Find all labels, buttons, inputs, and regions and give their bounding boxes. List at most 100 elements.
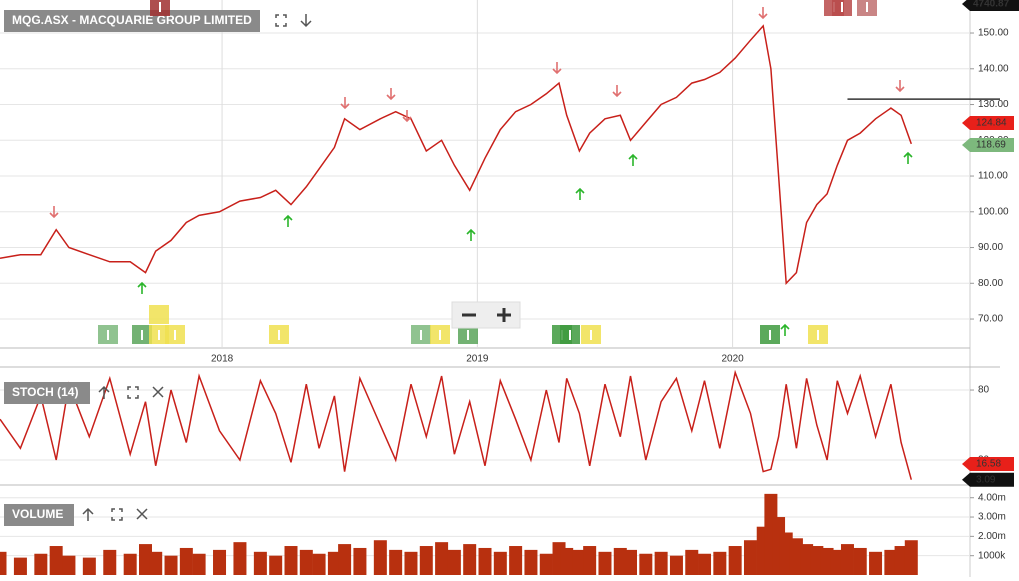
volume-bar <box>338 544 352 575</box>
maximize-button[interactable] <box>127 386 139 399</box>
close-button[interactable] <box>136 508 148 520</box>
volume-bar <box>478 547 492 575</box>
volume-bar <box>560 547 574 575</box>
signal-arrow <box>137 281 147 294</box>
volume-bar <box>713 551 727 575</box>
volume-bar <box>743 540 757 575</box>
volume-bar <box>353 547 367 575</box>
volume-bar <box>284 546 298 575</box>
y-tick-label: 150.00 <box>978 28 1009 39</box>
volume-bar <box>779 532 793 575</box>
volume-bar <box>49 546 63 575</box>
x-tick-label: 2018 <box>211 354 234 365</box>
volume-bar <box>840 544 854 575</box>
volume-bar <box>419 546 433 575</box>
volume-bar <box>800 544 814 575</box>
signal-arrow <box>552 62 562 75</box>
signal-arrow <box>575 187 585 200</box>
panel-header <box>4 382 90 404</box>
volume-bar <box>253 551 267 575</box>
signal-arrow <box>612 85 622 98</box>
volume-bar <box>0 551 7 575</box>
volume-bar <box>213 549 227 575</box>
volume-bar <box>447 549 461 575</box>
y-tick-label: 3.00m <box>978 512 1006 523</box>
y-tick-label: 140.00 <box>978 63 1009 74</box>
volume-bar <box>389 549 403 575</box>
zoom-controls <box>451 301 521 329</box>
index-tag <box>962 0 1019 11</box>
price-tag-label: 118.69 <box>976 140 1006 151</box>
volume-bar <box>894 546 908 575</box>
signal-arrow <box>628 153 638 166</box>
volume-bar <box>598 551 612 575</box>
y-tick-label: 2.00m <box>978 531 1006 542</box>
signal-arrow <box>780 323 790 336</box>
y-tick-label: 4.00m <box>978 492 1006 503</box>
signal-arrow <box>402 110 412 123</box>
y-tick-label: 80.00 <box>978 278 1003 289</box>
move-up-button[interactable] <box>98 385 110 399</box>
volume-bar <box>789 538 803 575</box>
volume-bar <box>639 553 653 575</box>
volume-bar <box>524 549 538 575</box>
volume-bar <box>830 549 844 575</box>
volume-bar <box>327 551 341 575</box>
event-marker[interactable] <box>149 305 169 324</box>
volume-bar <box>624 549 637 575</box>
download-button[interactable] <box>300 14 312 28</box>
volume-bar <box>13 557 27 575</box>
y-tick-label: 90.00 <box>978 242 1003 253</box>
volume-bar <box>539 553 553 575</box>
maximize-button[interactable] <box>111 508 123 521</box>
volume-bar <box>233 542 247 575</box>
price-line <box>0 369 913 480</box>
panel-header <box>4 10 260 32</box>
signal-arrow <box>758 7 768 20</box>
volume-bar <box>583 546 597 575</box>
volume-bar <box>123 553 137 575</box>
volume-bar <box>572 549 586 575</box>
x-tick-label: 2020 <box>721 354 744 365</box>
volume-bar <box>698 553 712 575</box>
y-tick-label: 1000k <box>978 550 1006 561</box>
volume-bar <box>613 547 627 575</box>
price-tag <box>962 456 1014 471</box>
signal-arrow <box>895 80 905 93</box>
y-tick-label: 100.00 <box>978 206 1009 217</box>
volume-bar <box>139 544 152 575</box>
volume-bar <box>654 551 668 575</box>
volume-bar <box>164 555 178 575</box>
volume-bar <box>869 551 883 575</box>
volume-bar <box>34 553 48 575</box>
volume-bar <box>373 540 387 575</box>
volume-bar <box>884 549 898 575</box>
volume-bar <box>149 551 163 575</box>
volume-bar <box>810 546 824 575</box>
price-line <box>0 24 913 286</box>
move-up-button[interactable] <box>82 507 94 521</box>
close-button[interactable] <box>152 386 164 398</box>
x-tick-label: 2019 <box>466 354 489 365</box>
signal-arrow <box>340 97 350 110</box>
volume-bar <box>103 549 117 575</box>
y-tick-label: 110.00 <box>978 171 1008 182</box>
volume-bar <box>493 551 507 575</box>
volume-bar <box>435 542 449 575</box>
volume-bar <box>404 551 418 575</box>
price-tag-label: 124.84 <box>976 118 1007 129</box>
maximize-button[interactable] <box>275 14 287 27</box>
signal-arrow <box>49 206 59 219</box>
volume-bar <box>509 546 523 575</box>
volume-bar <box>904 540 918 575</box>
panel-title: STOCH (14) <box>12 385 78 399</box>
panel-title: VOLUME <box>12 507 63 521</box>
panel-title: MQG.ASX - MACQUARIE GROUP LIMITED <box>12 13 252 27</box>
signal-arrow <box>903 151 913 164</box>
panel-header <box>4 504 74 526</box>
y-tick-label: 80 <box>978 385 990 396</box>
price-tag-label: 3.09 <box>976 474 996 485</box>
